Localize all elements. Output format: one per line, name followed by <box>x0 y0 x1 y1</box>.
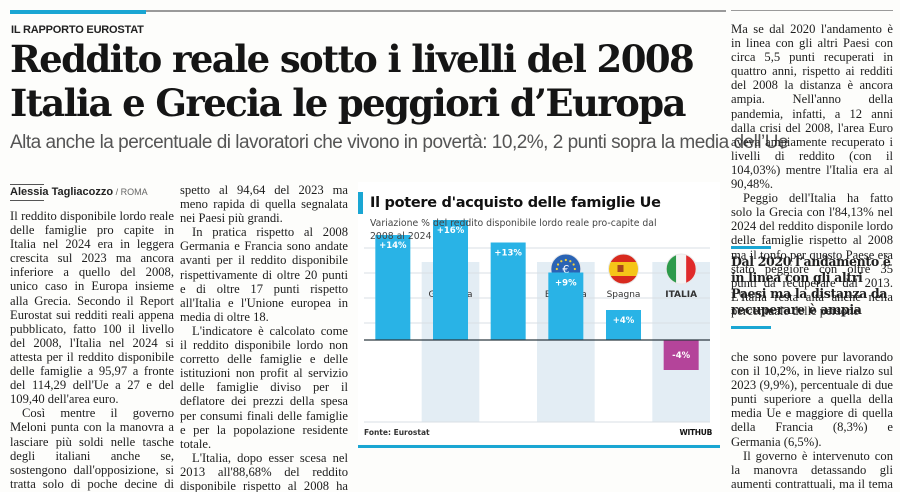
data-label: +9% <box>555 279 577 289</box>
kicker: IL RAPPORTO EUROSTAT <box>11 24 144 36</box>
paragraph: L'Italia, dopo esser scesa nel 2013 all'… <box>180 450 348 492</box>
bar-eurozona <box>548 272 584 340</box>
flag-ring <box>665 253 697 285</box>
chart-infographic: UEGermaniaFrancia€EurozonaSpagnaITALIA+1… <box>358 182 720 448</box>
chart-bottom-rule <box>358 445 720 448</box>
paragraph: Il reddito disponibile lordo reale delle… <box>10 209 174 407</box>
byline: Alessia Tagliacozzo / ROMA <box>10 186 148 198</box>
author: Alessia Tagliacozzo <box>10 186 114 198</box>
data-label: +13% <box>494 249 522 259</box>
article-column-1: Il reddito disponibile lordo reale delle… <box>10 209 174 492</box>
pull-quote: Dal 2020 l’andamento è in linea con gli … <box>731 254 891 317</box>
chart-title-accent <box>358 192 363 214</box>
chart-subtitle: Variazione % del reddito disponibile lor… <box>370 218 657 242</box>
chart-brand: WITHUB <box>679 428 713 437</box>
bar-germania <box>433 220 468 340</box>
data-label: +14% <box>379 241 407 251</box>
paragraph: In pratica rispetto al 2008 Germania e F… <box>180 225 348 324</box>
paragraph: L'indicatore è calcolato come il reddito… <box>180 323 348 451</box>
article-column-3-continued: che sono povere pur lavorando con il 10,… <box>731 350 893 492</box>
category-label: ITALIA <box>665 290 697 300</box>
chart-source: Fonte: Eurostat <box>364 428 430 437</box>
headline-line-1: Reddito reale sotto i livelli del 2008 <box>10 37 695 81</box>
top-rule <box>10 10 726 12</box>
data-label: +16% <box>437 226 465 236</box>
paragraph: Ma se dal 2020 l'andamento è in linea co… <box>731 22 893 192</box>
chart-plot: UEGermaniaFrancia€EurozonaSpagnaITALIA+1… <box>364 220 710 423</box>
italy-flag-icon <box>666 254 697 284</box>
pull-quote-rule-bottom <box>731 326 771 329</box>
subhead: Alta anche la percentuale di lavoratori … <box>10 132 789 153</box>
data-label: +4% <box>613 316 635 326</box>
paragraph: Il governo è intervenuto con la manovra … <box>731 448 893 492</box>
bar-italia <box>663 340 699 370</box>
bar-spagna <box>606 310 641 340</box>
paragraph: Peggio dell'Italia ha fatto solo la Grec… <box>731 191 893 318</box>
category-label: Spagna <box>607 290 641 300</box>
paragraph: spetto al 94,64 del 2023 ma meno rapida … <box>180 183 348 226</box>
headline: Reddito reale sotto i livelli del 2008 I… <box>10 37 726 125</box>
right-column-rule <box>731 10 893 11</box>
article-column-2: spetto al 94,64 del 2023 ma meno rapida … <box>180 183 348 492</box>
paragraph: che sono povere pur lavorando con il 10,… <box>731 350 893 449</box>
top-rule-accent <box>10 10 146 14</box>
bar-ue <box>375 235 411 340</box>
svg-text:€: € <box>562 263 569 276</box>
article-column-3: Ma se dal 2020 l'andamento è in linea co… <box>731 22 893 318</box>
byline-separator: / <box>113 187 121 197</box>
byline-rule-bottom <box>10 200 44 201</box>
data-label: -4% <box>672 351 690 361</box>
byline-rule <box>10 184 44 185</box>
chart-title: Il potere d'acquisto delle famiglie Ue <box>370 195 661 211</box>
headline-line-2: Italia e Grecia le peggiori d’Europa <box>10 81 687 125</box>
bar-francia <box>490 242 526 340</box>
pull-quote-rule-top <box>731 246 771 249</box>
spain-flag-icon <box>608 254 639 284</box>
dateline-city: ROMA <box>120 187 148 197</box>
flag-ring <box>608 253 639 285</box>
paragraph: Così mentre il governo Meloni punta con … <box>10 406 174 492</box>
